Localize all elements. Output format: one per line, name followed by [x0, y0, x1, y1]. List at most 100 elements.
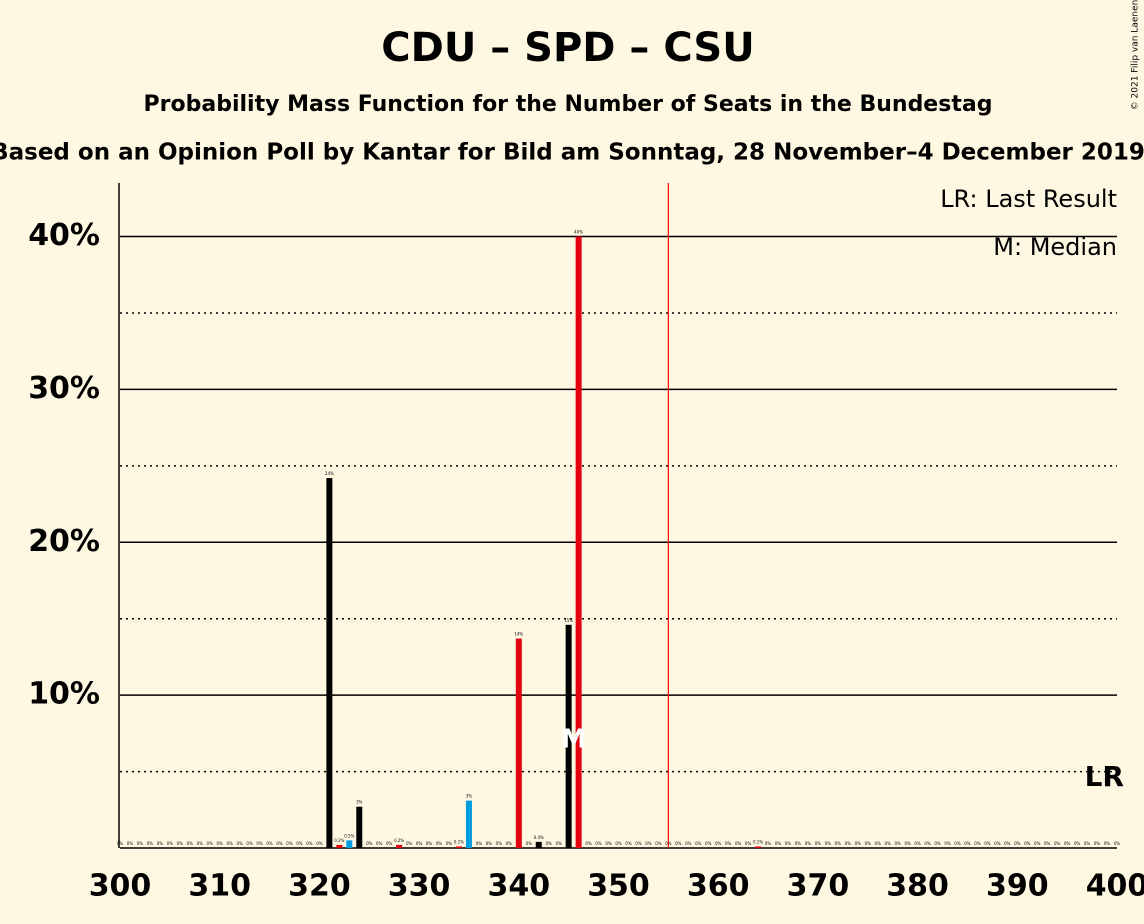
value-label: 0%	[1074, 841, 1081, 846]
chart-subtitle: Probability Mass Function for the Number…	[144, 92, 993, 117]
value-label: 0.1%	[753, 839, 763, 844]
x-tick-label: 320	[288, 869, 351, 904]
value-label: 0%	[825, 841, 832, 846]
value-label: 0%	[625, 841, 632, 846]
value-label: 0.5%	[344, 833, 354, 838]
bar	[326, 478, 333, 848]
x-tick-label: 310	[188, 869, 251, 904]
value-label: 0%	[137, 841, 144, 846]
value-label: 0%	[157, 841, 164, 846]
value-label: 0%	[476, 841, 483, 846]
value-label: 0%	[177, 841, 184, 846]
value-label: 0%	[167, 841, 174, 846]
value-label: 0%	[306, 841, 313, 846]
x-tick-label: 380	[886, 869, 949, 904]
value-label: 0%	[765, 841, 772, 846]
value-label: 0%	[506, 841, 513, 846]
value-label: 0%	[845, 841, 852, 846]
value-label: 0%	[147, 841, 154, 846]
value-label: 0%	[974, 841, 981, 846]
y-tick-label: 30%	[28, 371, 100, 406]
legend-entry: LR: Last Result	[940, 185, 1117, 213]
x-tick-label: 350	[587, 869, 650, 904]
value-label: 0%	[994, 841, 1001, 846]
value-label: 0%	[1064, 841, 1071, 846]
x-tick-label: 390	[986, 869, 1049, 904]
value-label: 0%	[1104, 841, 1111, 846]
value-label: 0%	[296, 841, 303, 846]
bar	[356, 806, 363, 848]
bar	[346, 840, 353, 848]
value-label: 0%	[386, 841, 393, 846]
value-label: 0%	[745, 841, 752, 846]
x-tick-label: 340	[487, 869, 550, 904]
legend-entry: M: Median	[993, 233, 1117, 261]
value-label: 0%	[526, 841, 533, 846]
bar	[575, 236, 582, 849]
value-label: 0%	[805, 841, 812, 846]
value-label: 0%	[256, 841, 263, 846]
value-label: 15%	[564, 618, 573, 623]
value-label: 0%	[964, 841, 971, 846]
value-label: 0%	[546, 841, 553, 846]
value-label: 0%	[875, 841, 882, 846]
bar	[515, 638, 522, 848]
value-label: 0%	[496, 841, 503, 846]
value-label: 0%	[1034, 841, 1041, 846]
value-label: 0%	[894, 841, 901, 846]
value-label: 0%	[725, 841, 732, 846]
value-label: 0%	[1014, 841, 1021, 846]
value-label: 3%	[466, 794, 473, 799]
value-label: 0%	[685, 841, 692, 846]
value-label: 0%	[486, 841, 493, 846]
value-label: 0%	[934, 841, 941, 846]
y-tick-label: 40%	[28, 218, 100, 253]
x-tick-label: 370	[787, 869, 850, 904]
value-label: 0%	[605, 841, 612, 846]
chart-title: CDU – SPD – CSU	[381, 25, 754, 71]
value-label: 0%	[595, 841, 602, 846]
value-label: 0%	[286, 841, 293, 846]
value-label: 0%	[246, 841, 253, 846]
value-label: 0%	[785, 841, 792, 846]
value-label: 0%	[795, 841, 802, 846]
x-tick-label: 360	[687, 869, 750, 904]
value-label: 0%	[406, 841, 413, 846]
value-label: 0%	[127, 841, 134, 846]
bar	[455, 846, 462, 848]
y-tick-label: 10%	[28, 677, 100, 712]
value-label: 0%	[655, 841, 662, 846]
value-label: 0%	[835, 841, 842, 846]
value-label: 0%	[217, 841, 224, 846]
value-label: 24%	[325, 471, 334, 476]
value-label: 0%	[1084, 841, 1091, 846]
value-label: 0%	[1044, 841, 1051, 846]
value-label: 0%	[366, 841, 373, 846]
value-label: 0%	[954, 841, 961, 846]
value-label: 40%	[574, 230, 583, 235]
bar	[396, 844, 403, 848]
value-label: 0%	[376, 841, 383, 846]
value-label: 0%	[276, 841, 283, 846]
value-label: 0%	[715, 841, 722, 846]
value-label: 0%	[1094, 841, 1101, 846]
value-label: 0%	[635, 841, 642, 846]
x-tick-label: 300	[89, 869, 152, 904]
value-label: 0%	[924, 841, 931, 846]
value-label: 0%	[207, 841, 214, 846]
y-tick-label: 20%	[28, 524, 100, 559]
value-label: 0%	[904, 841, 911, 846]
value-label: 0%	[585, 841, 592, 846]
x-tick-label: 330	[388, 869, 451, 904]
bar	[535, 841, 542, 848]
bar	[336, 844, 343, 848]
value-label: 0%	[645, 841, 652, 846]
value-label: 0%	[695, 841, 702, 846]
value-label: 0%	[775, 841, 782, 846]
value-label: 3%	[356, 800, 363, 805]
bar	[755, 846, 762, 848]
value-label: 0%	[316, 841, 323, 846]
value-label: 0%	[416, 841, 423, 846]
value-label: 0.2%	[334, 838, 344, 843]
